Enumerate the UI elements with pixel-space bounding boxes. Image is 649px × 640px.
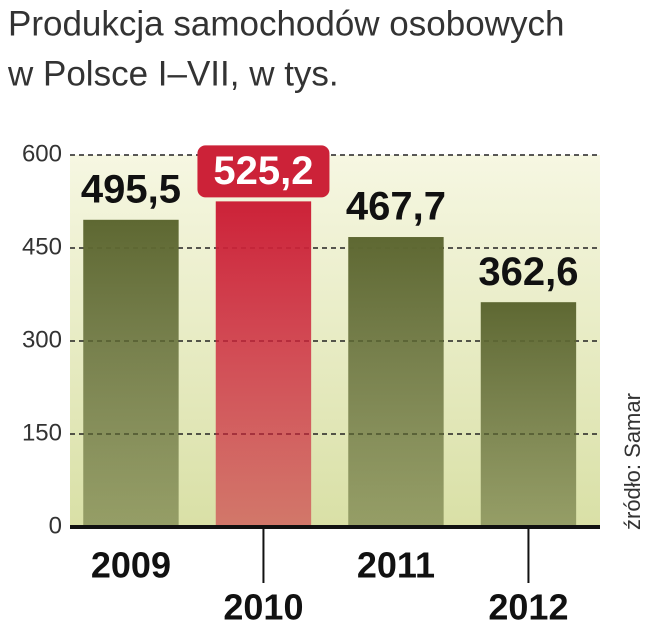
value-label: 525,2: [213, 149, 313, 193]
bar: [348, 237, 444, 527]
bar: [215, 201, 312, 527]
x-tick-label: 2010: [223, 587, 303, 628]
bar: [83, 219, 179, 528]
y-tick-label: 150: [22, 419, 62, 446]
value-label: 362,6: [478, 250, 578, 294]
value-label: 495,5: [81, 167, 181, 211]
x-tick-label: 2009: [91, 545, 171, 586]
x-tick-label: 2011: [357, 545, 435, 586]
x-tick-label: 2012: [488, 587, 568, 628]
chart-title: Produkcja samochodów osobowych: [8, 4, 564, 43]
chart-title: w Polsce I–VII, w tys.: [7, 54, 339, 93]
value-label-bg: [197, 145, 330, 198]
source: źródło: Samar: [620, 393, 645, 530]
y-tick-label: 450: [22, 233, 62, 260]
y-tick-label: 300: [22, 326, 62, 353]
bar: [480, 302, 577, 527]
y-tick-label: 0: [49, 512, 62, 539]
y-tick-label: 600: [22, 140, 62, 167]
value-label: 467,7: [346, 185, 446, 229]
